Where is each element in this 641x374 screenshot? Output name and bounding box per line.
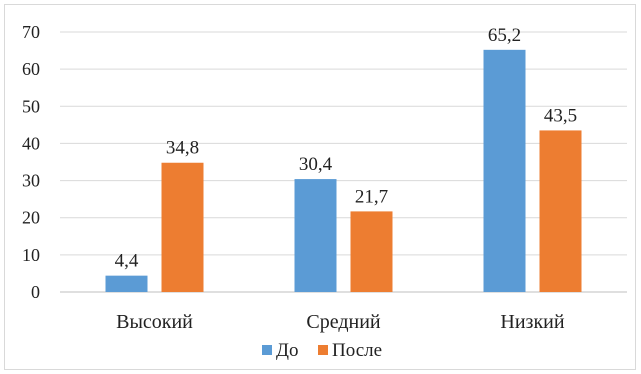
category-label: Низкий <box>500 311 564 333</box>
gridlines <box>60 31 627 293</box>
y-tick-label: 20 <box>22 208 40 228</box>
data-label: 34,8 <box>166 138 199 159</box>
legend-label: До <box>276 340 298 361</box>
data-label: 4,4 <box>115 251 139 272</box>
bar-До-Высокий <box>105 275 148 292</box>
legend: До После <box>262 340 382 361</box>
legend-swatch <box>318 345 328 355</box>
data-label: 30,4 <box>299 154 333 175</box>
bar-До-Средний <box>294 179 337 292</box>
bar-До-Низкий <box>483 49 526 293</box>
legend-label: После <box>332 340 382 361</box>
y-tick-label: 0 <box>31 282 40 302</box>
y-axis-ticks: 0 10 20 30 40 50 60 70 <box>22 22 40 302</box>
y-tick-label: 60 <box>22 59 40 79</box>
category-label: Высокий <box>116 311 193 333</box>
bar-После-Низкий <box>539 130 582 292</box>
legend-swatch <box>262 345 272 355</box>
category-label: Средний <box>306 311 381 333</box>
data-label: 21,7 <box>355 186 388 207</box>
data-label: 43,5 <box>544 105 577 126</box>
y-tick-label: 40 <box>22 133 40 153</box>
x-axis-categories: Высокий Средний Низкий <box>116 311 565 333</box>
y-tick-label: 50 <box>22 96 40 116</box>
data-label: 65,2 <box>488 25 521 46</box>
bar-После-Высокий <box>161 162 204 292</box>
y-tick-label: 10 <box>22 245 40 265</box>
bar-После-Средний <box>350 211 393 292</box>
y-tick-label: 30 <box>22 171 40 191</box>
bars <box>105 49 582 293</box>
data-labels: 4,4 34,8 30,4 21,7 65,2 43,5 <box>115 25 578 272</box>
y-tick-label: 70 <box>22 22 40 42</box>
